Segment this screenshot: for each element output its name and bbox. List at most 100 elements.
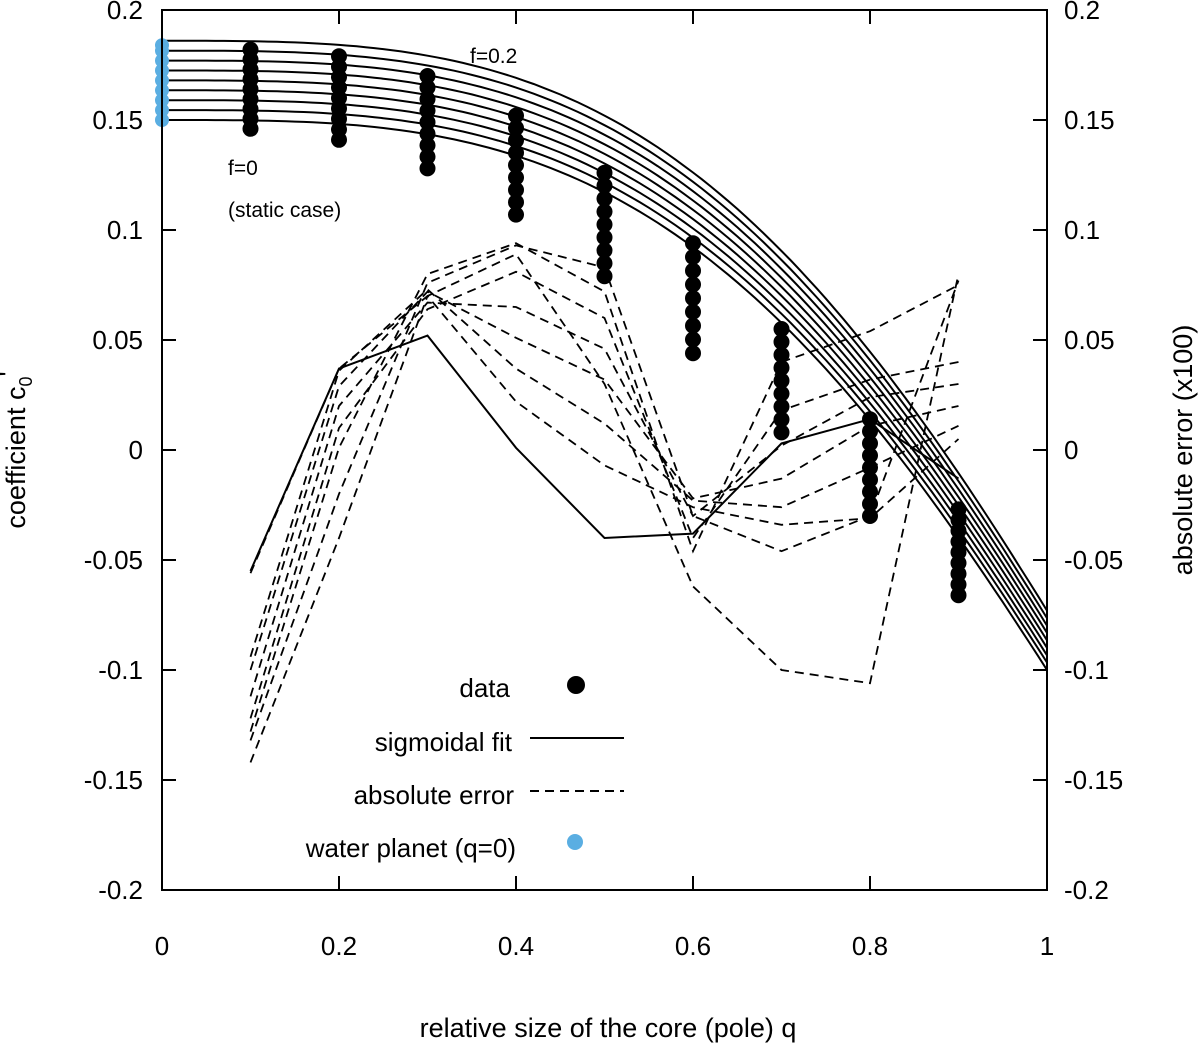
y-tick-label: -0.15 — [84, 765, 143, 795]
data-point — [862, 435, 878, 452]
error-line-dashed — [249, 253, 960, 763]
fit-curve — [162, 69, 1047, 634]
data-point — [596, 164, 613, 181]
data-point — [862, 459, 878, 476]
data-point — [596, 242, 613, 259]
y2-tick-label: -0.2 — [1064, 875, 1109, 905]
y-tick-label: -0.1 — [98, 655, 143, 685]
error-line-dashed — [249, 290, 959, 671]
data-point — [596, 177, 613, 194]
y-tick-label: 0 — [129, 435, 143, 465]
y2-tick-label: 0.05 — [1064, 325, 1115, 355]
data-point — [419, 114, 436, 131]
data-point — [419, 148, 436, 165]
data-point — [508, 181, 524, 198]
data-point — [242, 41, 259, 58]
data-point — [862, 423, 878, 440]
data-point — [862, 411, 878, 428]
data-point — [508, 107, 524, 124]
x-tick-label: 0.2 — [321, 931, 357, 961]
y2-tick-label: 0.1 — [1064, 215, 1100, 245]
y-tick-label: 0.1 — [107, 215, 143, 245]
legend-label-water: water planet (q=0) — [305, 833, 516, 863]
data-point — [773, 372, 790, 389]
data-point — [419, 91, 436, 108]
annotation-f02: f=0.2 — [470, 45, 517, 68]
data-point — [331, 48, 347, 65]
data-point — [508, 144, 524, 161]
data-point — [508, 132, 524, 149]
annotation-f0: f=0 — [228, 157, 258, 180]
fit-curve — [162, 39, 1047, 612]
data-point — [862, 447, 878, 464]
data-point — [419, 125, 436, 142]
y-tick-label: 0.05 — [92, 325, 143, 355]
y2-tick-label: 0.2 — [1064, 0, 1100, 25]
x-tick-label: 1 — [1040, 931, 1054, 961]
data-point — [773, 385, 790, 402]
fit-curve — [162, 89, 1047, 649]
data-point — [950, 501, 967, 518]
data-point — [685, 276, 701, 293]
data-point — [508, 169, 524, 186]
legend: data sigmoidal fit absolute error water … — [305, 673, 624, 863]
data-point — [685, 290, 701, 307]
error-line-dashed — [249, 301, 959, 697]
y-axis-title-prime: ' — [0, 371, 24, 376]
y2-axis-title: absolute error (x100) — [1168, 325, 1198, 576]
data-point — [419, 79, 436, 96]
data-point — [685, 317, 701, 334]
y-axis-title-subscript: 0 — [16, 377, 36, 387]
fit-curve — [162, 59, 1047, 627]
x-tick-label: 0.6 — [675, 931, 711, 961]
data-point — [773, 411, 790, 428]
data-point — [596, 190, 613, 207]
x-tick-label: 0.4 — [498, 931, 534, 961]
data-point — [862, 495, 878, 512]
data-points — [242, 41, 967, 604]
data-point — [685, 249, 701, 265]
data-point — [862, 471, 878, 488]
y-axis-title: coefficient c0' — [0, 371, 36, 528]
data-point — [773, 321, 790, 337]
data-point — [508, 206, 524, 223]
y-axis-title-main: coefficient c — [1, 387, 31, 529]
y2-tick-label: 0.15 — [1064, 105, 1115, 135]
y2-tick-label: -0.05 — [1064, 545, 1123, 575]
data-point — [685, 235, 701, 252]
data-point — [508, 194, 524, 211]
data-point — [419, 68, 436, 84]
data-point — [773, 346, 790, 363]
error-line-solid — [249, 334, 960, 572]
data-point — [773, 359, 790, 376]
y-tick-label: 0.15 — [92, 105, 143, 135]
tick-labels: 0 0.2 0.4 0.6 0.8 1 -0.2 -0.2 -0.15 -0.15 -0.1 -0.1… — [84, 0, 1124, 961]
y2-tick-label: -0.15 — [1064, 765, 1123, 795]
fit-curve — [162, 49, 1047, 619]
legend-label-error: absolute error — [354, 780, 515, 810]
data-point — [419, 160, 436, 177]
plot-frame — [161, 9, 1048, 891]
y-tick-label: -0.05 — [84, 545, 143, 575]
legend-marker-water — [567, 834, 583, 850]
data-point — [862, 483, 878, 500]
data-point — [596, 229, 613, 246]
x-axis-title: relative size of the core (pole) q — [420, 1013, 797, 1043]
y-tick-label: 0.2 — [107, 0, 143, 25]
x-tick-label: 0.8 — [852, 931, 888, 961]
legend-marker-data — [567, 676, 585, 694]
error-lines — [249, 242, 960, 763]
y-tick-label: -0.2 — [98, 875, 143, 905]
error-line-dashed — [249, 242, 959, 732]
data-point — [508, 120, 524, 136]
data-point — [596, 268, 613, 285]
data-point — [685, 262, 701, 279]
data-point — [508, 157, 524, 174]
data-point — [685, 345, 701, 362]
data-point — [773, 398, 790, 415]
data-point — [419, 137, 436, 154]
data-point — [596, 255, 613, 272]
